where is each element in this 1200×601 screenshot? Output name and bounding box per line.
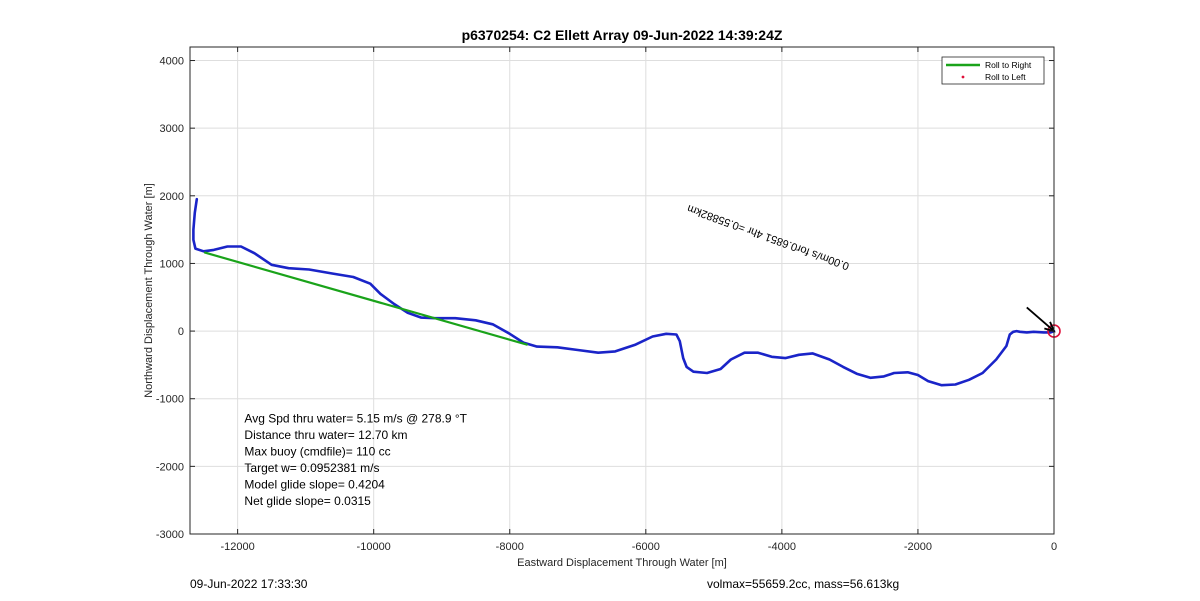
footer-timestamp: 09-Jun-2022 17:33:30 (190, 577, 308, 591)
current-arrow-shaft (1026, 306, 1055, 332)
stats-line: Avg Spd thru water= 5.15 m/s @ 278.9 °T (244, 411, 467, 425)
x-tick-label: 0 (1051, 541, 1057, 553)
x-tick-label: -2000 (904, 541, 932, 553)
footer-mass-info: volmax=55659.2cc, mass=56.613kg (707, 577, 900, 591)
y-tick-label: 4000 (160, 56, 184, 68)
series-roll-to-right (203, 251, 528, 346)
legend: Roll to Right Roll to Left (941, 56, 1045, 85)
stats-line: Target w= 0.0952381 m/s (244, 461, 379, 475)
y-tick-label: 0 (178, 326, 184, 338)
axes-box (189, 46, 1055, 535)
legend-box (941, 56, 1045, 85)
stats-line: Max buoy (cmdfile)= 110 cc (244, 444, 390, 458)
legend-swatch-dot (961, 75, 965, 79)
y-tick-label: -1000 (156, 394, 184, 406)
current-annotation-text: 0.00m/s for0.6851 4hr =0.55882km (686, 202, 851, 272)
stats-line: Distance thru water= 12.70 km (244, 428, 407, 442)
legend-label: Roll to Left (985, 72, 1026, 82)
x-tick-label: -4000 (768, 541, 796, 553)
y-tick-label: 1000 (160, 258, 184, 270)
x-tick-label: -10000 (357, 541, 391, 553)
chart-title: p6370254: C2 Ellett Array 09-Jun-2022 14… (462, 27, 783, 43)
legend-label: Roll to Right (985, 60, 1032, 70)
stats-line: Net glide slope= 0.0315 (244, 494, 371, 508)
y-tick-label: 2000 (160, 191, 184, 203)
x-tick-label: -8000 (496, 541, 524, 553)
x-tick-label: -12000 (220, 541, 254, 553)
x-axis-label: Eastward Displacement Through Water [m] (517, 557, 727, 569)
y-tick-label: -3000 (156, 529, 184, 541)
y-axis-label: Northward Displacement Through Water [m] (143, 183, 155, 398)
stats-line: Model glide slope= 0.4204 (244, 477, 385, 491)
series-trajectory (192, 197, 1056, 387)
x-tick-label: -6000 (632, 541, 660, 553)
y-tick-label: 3000 (160, 123, 184, 135)
y-tick-label: -2000 (156, 461, 184, 473)
